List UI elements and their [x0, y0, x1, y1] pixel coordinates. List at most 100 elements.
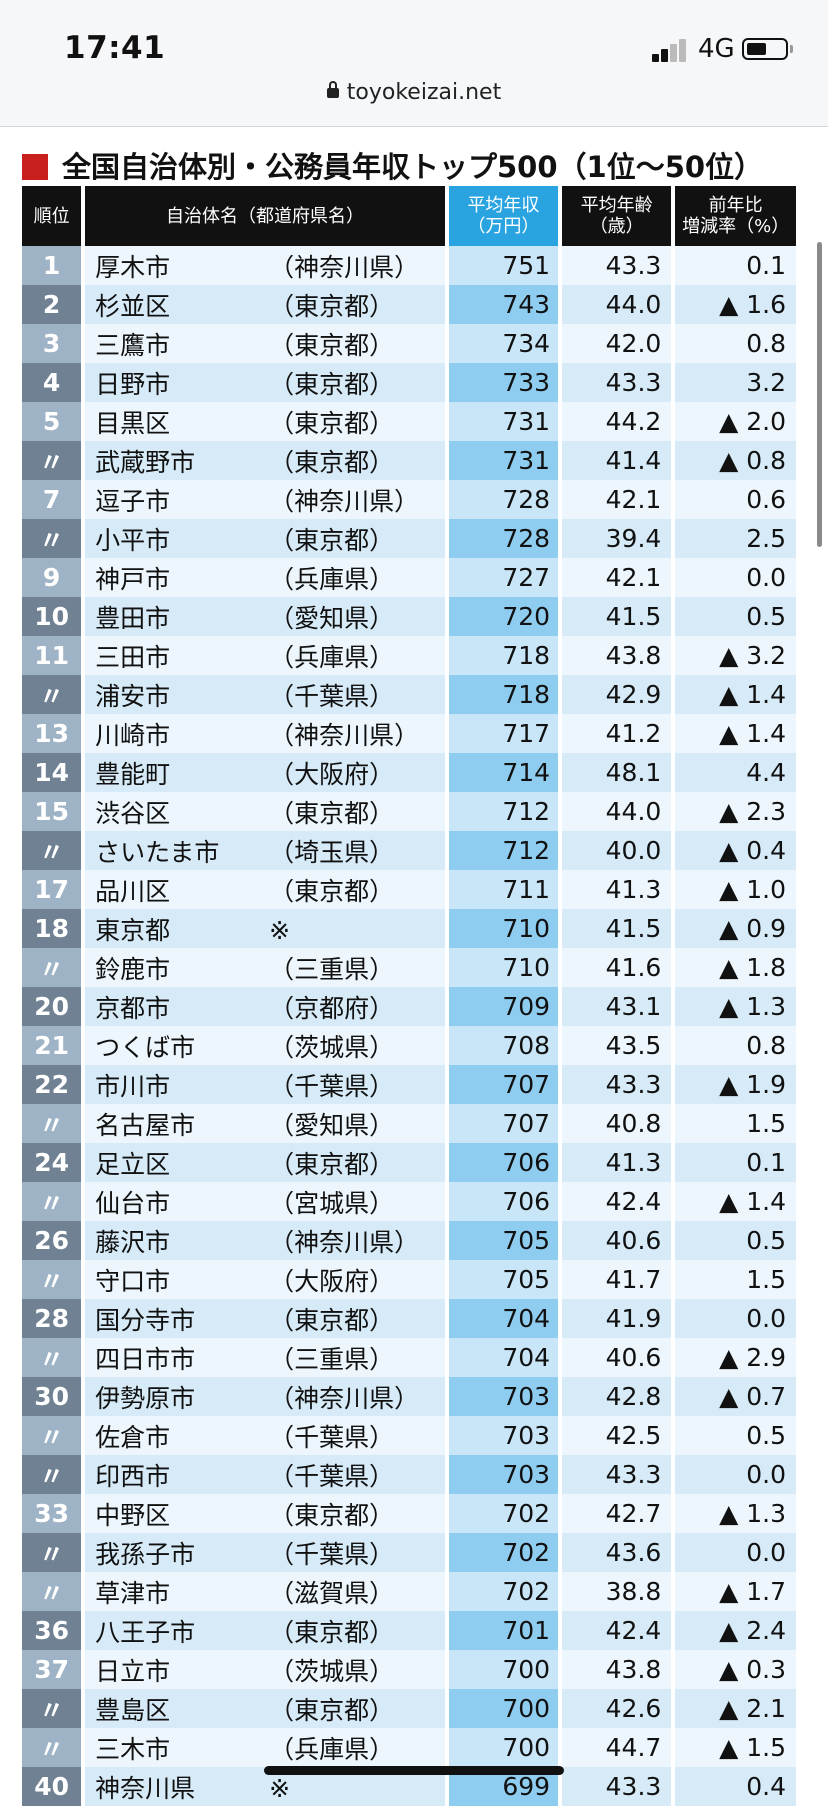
row-prefecture: （大阪府）: [269, 1266, 395, 1296]
row-municipality: 渋谷区 （東京都）: [85, 792, 445, 831]
row-municipality-name: さいたま市: [95, 837, 220, 867]
scrollbar[interactable]: [817, 242, 822, 547]
row-change: 0.0: [675, 558, 796, 597]
row-rank: 〃: [22, 1572, 82, 1611]
row-change: ▲ 1.4: [675, 714, 796, 753]
table-row: 2 杉並区 （東京都） 743 44.0 ▲ 1.6: [22, 285, 796, 324]
row-age: 39.4: [562, 519, 672, 558]
row-age: 38.8: [562, 1572, 672, 1611]
row-prefecture: （東京都）: [269, 291, 395, 321]
row-prefecture: （三重県）: [269, 954, 395, 984]
row-prefecture: （東京都）: [269, 1695, 395, 1725]
row-income: 704: [448, 1299, 559, 1338]
header-income-line1: 平均年収: [467, 195, 540, 216]
row-prefecture: （兵庫県）: [269, 1734, 395, 1764]
row-municipality: 鈴鹿市 （三重県）: [85, 948, 445, 987]
page-title-text: 全国自治体別・公務員年収トップ500（1位〜50位）: [62, 150, 764, 184]
row-municipality-name: 三木市: [95, 1734, 171, 1764]
row-municipality: 川崎市 （神奈川県）: [85, 714, 445, 753]
table-row: 〃鈴鹿市 （三重県） 710 41.6 ▲ 1.8: [22, 948, 796, 987]
row-income: 711: [448, 870, 559, 909]
row-change: 0.5: [675, 1221, 796, 1260]
table-row: 〃さいたま市 （埼玉県） 712 40.0 ▲ 0.4: [22, 831, 796, 870]
row-prefecture: （埼玉県）: [269, 837, 395, 867]
row-municipality-name: 浦安市: [95, 681, 171, 711]
row-municipality-name: 草津市: [95, 1578, 171, 1608]
table-row: 18 東京都 ※ 710 41.5 ▲ 0.9: [22, 909, 796, 948]
home-indicator[interactable]: [264, 1766, 564, 1775]
row-rank: 11: [22, 636, 82, 675]
row-income: 734: [448, 324, 559, 363]
row-age: 41.5: [562, 909, 672, 948]
row-age: 43.6: [562, 1533, 672, 1572]
address-bar[interactable]: toyokeizai.net: [0, 80, 828, 105]
row-age: 44.0: [562, 792, 672, 831]
row-rank: 〃: [22, 1689, 82, 1728]
row-rank: 18: [22, 909, 82, 948]
row-age: 43.3: [562, 1455, 672, 1494]
table-row: 1 厚木市 （神奈川県） 751 43.3 0.1: [22, 246, 796, 285]
row-income: 728: [448, 480, 559, 519]
row-prefecture: （兵庫県）: [269, 642, 395, 672]
row-prefecture: （兵庫県）: [269, 564, 395, 594]
row-change: 0.0: [675, 1299, 796, 1338]
row-municipality: 東京都 ※: [85, 909, 445, 948]
row-prefecture: （神奈川県）: [269, 1227, 420, 1257]
table-row: 13 川崎市 （神奈川県） 717 41.2 ▲ 1.4: [22, 714, 796, 753]
row-municipality: 杉並区 （東京都）: [85, 285, 445, 324]
row-municipality-name: 渋谷区: [95, 798, 171, 828]
row-prefecture: （東京都）: [269, 408, 395, 438]
row-age: 41.3: [562, 870, 672, 909]
row-rank: 37: [22, 1650, 82, 1689]
row-rank: 〃: [22, 1104, 82, 1143]
row-municipality: 国分寺市 （東京都）: [85, 1299, 445, 1338]
row-income: 703: [448, 1377, 559, 1416]
row-rank: 26: [22, 1221, 82, 1260]
row-age: 43.3: [562, 246, 672, 285]
row-income: 702: [448, 1572, 559, 1611]
row-age: 41.5: [562, 597, 672, 636]
row-income: 714: [448, 753, 559, 792]
row-municipality-name: つくば市: [95, 1032, 196, 1062]
row-income: 743: [448, 285, 559, 324]
row-change: ▲ 0.7: [675, 1377, 796, 1416]
row-municipality: 日野市 （東京都）: [85, 363, 445, 402]
table-row: 〃三木市 （兵庫県） 700 44.7 ▲ 1.5: [22, 1728, 796, 1767]
row-rank: 22: [22, 1065, 82, 1104]
row-rank: 〃: [22, 1260, 82, 1299]
row-income: 704: [448, 1338, 559, 1377]
row-rank: 〃: [22, 1455, 82, 1494]
lock-icon: [326, 81, 339, 98]
row-change: 0.4: [675, 1767, 796, 1806]
battery-tip: [790, 45, 793, 53]
row-change: 0.8: [675, 324, 796, 363]
row-rank: 10: [22, 597, 82, 636]
row-change: 0.1: [675, 1143, 796, 1182]
row-change: 0.1: [675, 246, 796, 285]
row-rank: 28: [22, 1299, 82, 1338]
row-municipality-name: 国分寺市: [95, 1305, 196, 1335]
row-change: 1.5: [675, 1104, 796, 1143]
row-rank: 20: [22, 987, 82, 1026]
row-prefecture: （茨城県）: [269, 1656, 395, 1686]
row-income: 712: [448, 792, 559, 831]
row-income: 727: [448, 558, 559, 597]
row-prefecture: （千葉県）: [269, 681, 395, 711]
row-municipality-name: 鈴鹿市: [95, 954, 171, 984]
table-row: 〃浦安市 （千葉県） 718 42.9 ▲ 1.4: [22, 675, 796, 714]
red-square-icon: [22, 154, 48, 180]
row-municipality-name: 逗子市: [95, 486, 171, 516]
row-income: 700: [448, 1728, 559, 1767]
row-municipality: 我孫子市 （千葉県）: [85, 1533, 445, 1572]
status-time: 17:41: [64, 30, 166, 66]
table-row: 30 伊勢原市 （神奈川県） 703 42.8 ▲ 0.7: [22, 1377, 796, 1416]
row-rank: 15: [22, 792, 82, 831]
row-municipality-name: 小平市: [95, 525, 171, 555]
row-income: 710: [448, 909, 559, 948]
row-prefecture: （東京都）: [269, 369, 395, 399]
row-rank: 14: [22, 753, 82, 792]
header-age: 平均年齢 （歳）: [562, 186, 672, 246]
header-change: 前年比 増減率（%）: [675, 186, 796, 246]
row-age: 41.7: [562, 1260, 672, 1299]
row-change: 0.0: [675, 1455, 796, 1494]
